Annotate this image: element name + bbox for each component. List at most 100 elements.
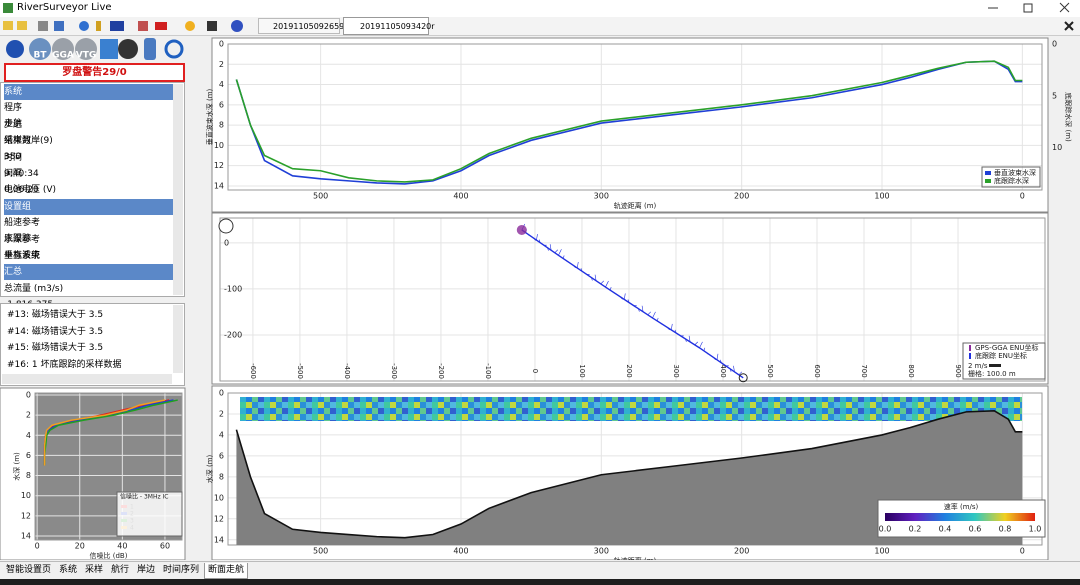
plot-border xyxy=(227,43,1043,191)
bottom-tab[interactable]: 智能设置页 xyxy=(6,565,52,575)
velocity-stick xyxy=(605,280,609,288)
x-tick-label: 500 xyxy=(313,192,328,201)
window-controls[interactable] xyxy=(980,0,1080,17)
x-axis-label: 轨迹距离 (m) xyxy=(614,556,657,560)
table-row: 间隔 0:06:20 xyxy=(4,166,173,195)
y-tick-label: 8 xyxy=(219,121,224,130)
file-tab-active[interactable]: 20191105093420r xyxy=(343,17,435,35)
bottom-tab[interactable]: 航行 xyxy=(111,565,130,575)
y-tick-label: 2 xyxy=(219,60,224,69)
track-end xyxy=(738,373,748,383)
y-axis-label: 水深 (m) xyxy=(205,454,214,483)
velocity-stick xyxy=(549,244,552,251)
row-value: 9:40:34 xyxy=(4,168,39,179)
section-title: 汇总 xyxy=(4,267,23,278)
x-tick-label: 400 xyxy=(719,364,727,377)
source-icons[interactable]: BT GGA VTG xyxy=(0,36,186,63)
x-tick-label: 20 xyxy=(75,542,85,551)
header-sep xyxy=(4,280,5,297)
snr-line xyxy=(43,399,166,466)
y-tick-label: 14 xyxy=(214,535,224,544)
x-tick-label: -100 xyxy=(484,363,492,379)
x-tick-label: 200 xyxy=(625,364,633,377)
x-tick-label: 100 xyxy=(874,547,889,556)
x-tick-label: -500 xyxy=(296,363,304,379)
row-label: 总流量 (m3/s) xyxy=(4,283,64,294)
scrollbar[interactable] xyxy=(173,305,183,373)
y-tick-label: 6 xyxy=(219,100,224,109)
x-tick-label: 0 xyxy=(531,369,539,373)
depth-line xyxy=(235,60,1023,183)
scrollbar[interactable] xyxy=(2,374,172,384)
ship-track xyxy=(521,229,744,379)
colorbar-tick: 1.0 xyxy=(1029,525,1042,534)
velocity-stick xyxy=(670,323,673,330)
row-label: 程序 xyxy=(4,103,23,114)
y-tick-label: -200 xyxy=(224,330,242,339)
title-bar: RiverSurveyor Live xyxy=(0,0,1080,17)
x-tick-label: -400 xyxy=(343,363,351,379)
colorbar xyxy=(885,513,1035,521)
x-tick-label: 300 xyxy=(594,547,609,556)
colorbar-tick: 0.6 xyxy=(969,525,982,534)
legend-swatch xyxy=(985,179,991,183)
y-tick-label: 0 xyxy=(26,391,31,400)
y-tick-label: 12 xyxy=(214,514,224,523)
y-tick-label: 2 xyxy=(26,411,31,420)
x-tick-label: 100 xyxy=(578,364,586,377)
y-tick-label: 8 xyxy=(219,472,224,481)
colorbar-tick: 0.4 xyxy=(939,525,952,534)
bottom-tab[interactable]: 岸边 xyxy=(137,565,156,575)
y2-tick-label: 5 xyxy=(1052,91,1057,100)
legend-box xyxy=(116,491,183,537)
velocity-stick xyxy=(733,365,735,372)
bottom-tab[interactable]: 采样 xyxy=(85,565,104,575)
colorbar-title: 速率 (m/s) xyxy=(944,502,979,511)
y-tick-label: 4 xyxy=(26,431,31,440)
bottom-tab[interactable]: 系统 xyxy=(59,565,78,575)
y-axis-label: 垂直波束水深 (m) xyxy=(205,88,214,145)
x-tick-label: 100 xyxy=(874,192,889,201)
y-tick-label: 8 xyxy=(26,471,31,480)
scale-label: 2 m/s xyxy=(968,362,988,370)
legend-label: 底跟踪水深 xyxy=(994,176,1029,185)
legend-swatch xyxy=(985,171,991,175)
y-tick-label: 10 xyxy=(21,491,31,500)
bottom-tab[interactable]: 时间序列 xyxy=(163,565,200,575)
y2-axis-label: 底跟踪水深 (m) xyxy=(1064,92,1073,142)
section-header: 系统 xyxy=(4,84,173,116)
message: #14: 磁场错误大于 3.5 xyxy=(7,326,104,337)
riverbed xyxy=(236,410,1023,545)
velocity-stick xyxy=(652,311,656,319)
section-header: 设置组 xyxy=(4,198,173,231)
file-tab[interactable]: 20191105092659r xyxy=(258,18,348,34)
y-tick-label: 0 xyxy=(219,389,224,398)
row-label: 水深参考 xyxy=(4,234,41,245)
toolbar-icons[interactable] xyxy=(0,17,255,35)
scrollbar[interactable] xyxy=(173,84,183,295)
section-title: 设置组 xyxy=(4,201,32,212)
y-tick-label: 14 xyxy=(21,531,31,540)
x-tick-label: 0 xyxy=(1020,547,1025,556)
row-label: 采样数 xyxy=(4,136,32,147)
taskbar xyxy=(0,579,1080,585)
message: #13: 磁场错误大于 3.5 xyxy=(7,310,104,320)
track-start xyxy=(516,224,527,235)
alert-banner: 罗盘警告29/0 xyxy=(4,63,185,82)
message: #16: 1 坏底跟踪的采样数据 xyxy=(7,359,122,370)
row-value: 走航 xyxy=(4,119,23,130)
colorbar-tick: 0.0 xyxy=(879,525,892,534)
y-tick-label: 0 xyxy=(219,40,224,49)
x-tick-label: 200 xyxy=(734,547,749,556)
x-tick-label: 300 xyxy=(594,192,609,201)
table-row: 程序 走航 xyxy=(4,100,173,129)
x-tick-label: -200 xyxy=(437,363,445,379)
close-tabs[interactable] xyxy=(1062,19,1076,33)
table-row: 步进 结束河岸(9) xyxy=(4,117,173,146)
legend-title: 信噪比 - 3MHz IC xyxy=(120,493,169,501)
row-label: 坐标系统 xyxy=(4,251,41,261)
velocity-stick xyxy=(716,353,719,360)
legend-label: 垂直波束水深 xyxy=(994,168,1036,177)
y-tick-label: 12 xyxy=(214,161,224,170)
bottom-tab[interactable]: 断面走航 xyxy=(204,563,249,579)
